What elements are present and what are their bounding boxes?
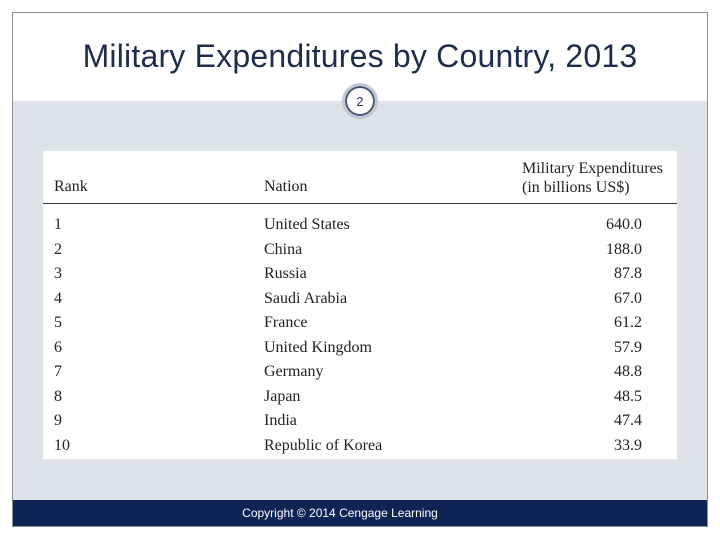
table-row: 4 Saudi Arabia 67.0 xyxy=(43,287,677,312)
header-nation: Nation xyxy=(264,178,308,195)
cell-nation: India xyxy=(264,412,297,429)
table-row: 1 United States 640.0 xyxy=(43,213,677,238)
copyright-text: Copyright © 2014 Cengage Learning xyxy=(242,506,438,520)
cell-expenditure: 33.9 xyxy=(614,436,642,454)
cell-expenditure: 87.8 xyxy=(614,265,642,282)
table-row: 9 India 47.4 xyxy=(43,409,677,434)
cell-nation: Russia xyxy=(264,265,307,282)
cell-nation: Saudi Arabia xyxy=(264,289,348,307)
cell-nation: Republic of Korea xyxy=(264,436,383,454)
cell-rank: 1 xyxy=(54,216,62,233)
table-row: 6 United Kingdom 57.9 xyxy=(43,336,677,361)
cell-expenditure: 640.0 xyxy=(606,216,642,233)
table-row: 3 Russia 87.8 xyxy=(43,262,677,287)
footer-bar: Copyright © 2014 Cengage Learning xyxy=(13,500,707,526)
header-expenditure-line2: (in billions US$) xyxy=(522,179,630,196)
slide-title: Military Expenditures by Country, 2013 xyxy=(82,37,638,74)
slide: Military Expenditures by Country, 2013 2… xyxy=(12,12,708,527)
cell-rank: 5 xyxy=(54,314,62,331)
cell-nation: Germany xyxy=(264,363,324,380)
cell-expenditure: 67.0 xyxy=(614,289,642,307)
cell-rank: 9 xyxy=(54,412,62,429)
cell-rank: 8 xyxy=(54,387,62,405)
expenditure-table: Rank Nation Military Expenditures (in bi… xyxy=(43,151,677,459)
cell-nation: France xyxy=(264,314,308,331)
page-number-badge: 2 xyxy=(342,83,378,119)
cell-expenditure: 48.5 xyxy=(614,387,642,405)
cell-expenditure: 48.8 xyxy=(614,363,642,380)
cell-rank: 7 xyxy=(54,363,62,380)
header-expenditure-line1: Military Expenditures xyxy=(522,160,663,177)
table-row: 10 Republic of Korea 33.9 xyxy=(43,434,677,459)
cell-nation: China xyxy=(264,240,303,258)
cell-expenditure: 188.0 xyxy=(606,240,642,258)
cell-nation: United States xyxy=(264,216,350,233)
header-rank: Rank xyxy=(54,178,88,195)
cell-rank: 6 xyxy=(54,338,62,356)
table-row: 7 Germany 48.8 xyxy=(43,360,677,385)
table-row: 8 Japan 48.5 xyxy=(43,385,677,410)
cell-nation: Japan xyxy=(264,387,301,405)
cell-nation: United Kingdom xyxy=(264,338,372,356)
table-body: 1 United States 640.0 2 China 188.0 3 Ru… xyxy=(43,213,677,458)
cell-expenditure: 57.9 xyxy=(614,338,642,356)
header-expenditure: Military Expenditures (in billions US$) xyxy=(522,159,663,197)
cell-rank: 2 xyxy=(54,240,62,258)
table-row: 2 China 188.0 xyxy=(43,238,677,263)
table-header: Rank Nation Military Expenditures (in bi… xyxy=(43,151,677,204)
cell-expenditure: 47.4 xyxy=(614,412,642,429)
cell-rank: 10 xyxy=(54,436,70,454)
table-row: 5 France 61.2 xyxy=(43,311,677,336)
cell-expenditure: 61.2 xyxy=(614,314,642,331)
cell-rank: 3 xyxy=(54,265,62,282)
cell-rank: 4 xyxy=(54,289,62,307)
